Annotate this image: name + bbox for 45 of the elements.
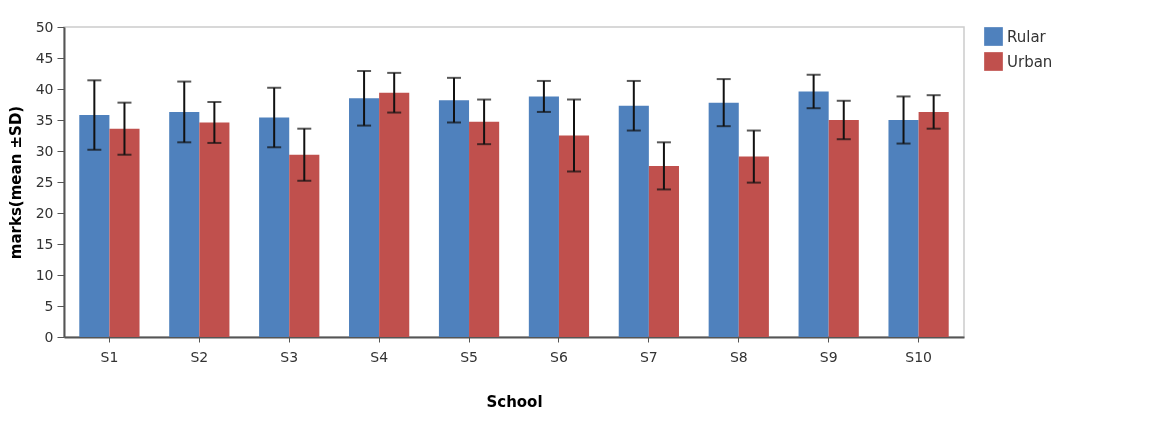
- bar: [618, 105, 649, 337]
- y-tick-label: 0: [44, 328, 54, 345]
- y-tick-label: 5: [44, 297, 54, 314]
- bar: [708, 102, 739, 337]
- y-tick-label: 25: [35, 173, 54, 190]
- bar: [888, 120, 919, 337]
- y-tick-label: 45: [35, 49, 54, 66]
- bar: [379, 92, 410, 337]
- bar: [738, 156, 769, 337]
- x-tick-label: S4: [370, 348, 389, 365]
- y-tick-label: 50: [35, 18, 54, 35]
- x-tick-label: S7: [639, 348, 658, 365]
- y-tick-label: 40: [35, 80, 54, 97]
- x-tick-label: S9: [819, 348, 838, 365]
- bar: [528, 96, 559, 337]
- bar: [828, 120, 859, 337]
- x-tick-label: S8: [729, 348, 748, 365]
- bar: [349, 98, 380, 337]
- bar: [558, 135, 590, 337]
- bar: [109, 128, 140, 337]
- bar: [469, 121, 500, 337]
- legend-label: Urban: [1007, 52, 1053, 71]
- x-tick-label: S1: [100, 348, 119, 365]
- bar: [289, 154, 320, 337]
- x-axis-title: School: [486, 392, 543, 411]
- x-tick-label: S10: [905, 348, 932, 365]
- y-tick-label: 20: [35, 204, 54, 221]
- x-tick-label: S2: [190, 348, 209, 365]
- legend-label: Rular: [1007, 27, 1047, 46]
- bar: [259, 117, 290, 337]
- bar: [79, 115, 110, 337]
- bar: [438, 100, 470, 337]
- bar: [169, 111, 200, 337]
- y-tick-label: 10: [35, 266, 54, 283]
- bar: [798, 91, 829, 337]
- bar: [918, 111, 949, 337]
- y-tick-label: 30: [35, 142, 54, 159]
- x-tick-label: S6: [550, 348, 568, 365]
- bar: [648, 165, 679, 337]
- y-tick-label: 15: [35, 235, 54, 252]
- y-tick-label: 35: [35, 111, 54, 128]
- bar: [199, 122, 230, 337]
- y-axis-title: marks(mean ±SD): [6, 105, 25, 260]
- x-tick-label: S3: [280, 348, 299, 365]
- x-tick-label: S5: [460, 348, 478, 365]
